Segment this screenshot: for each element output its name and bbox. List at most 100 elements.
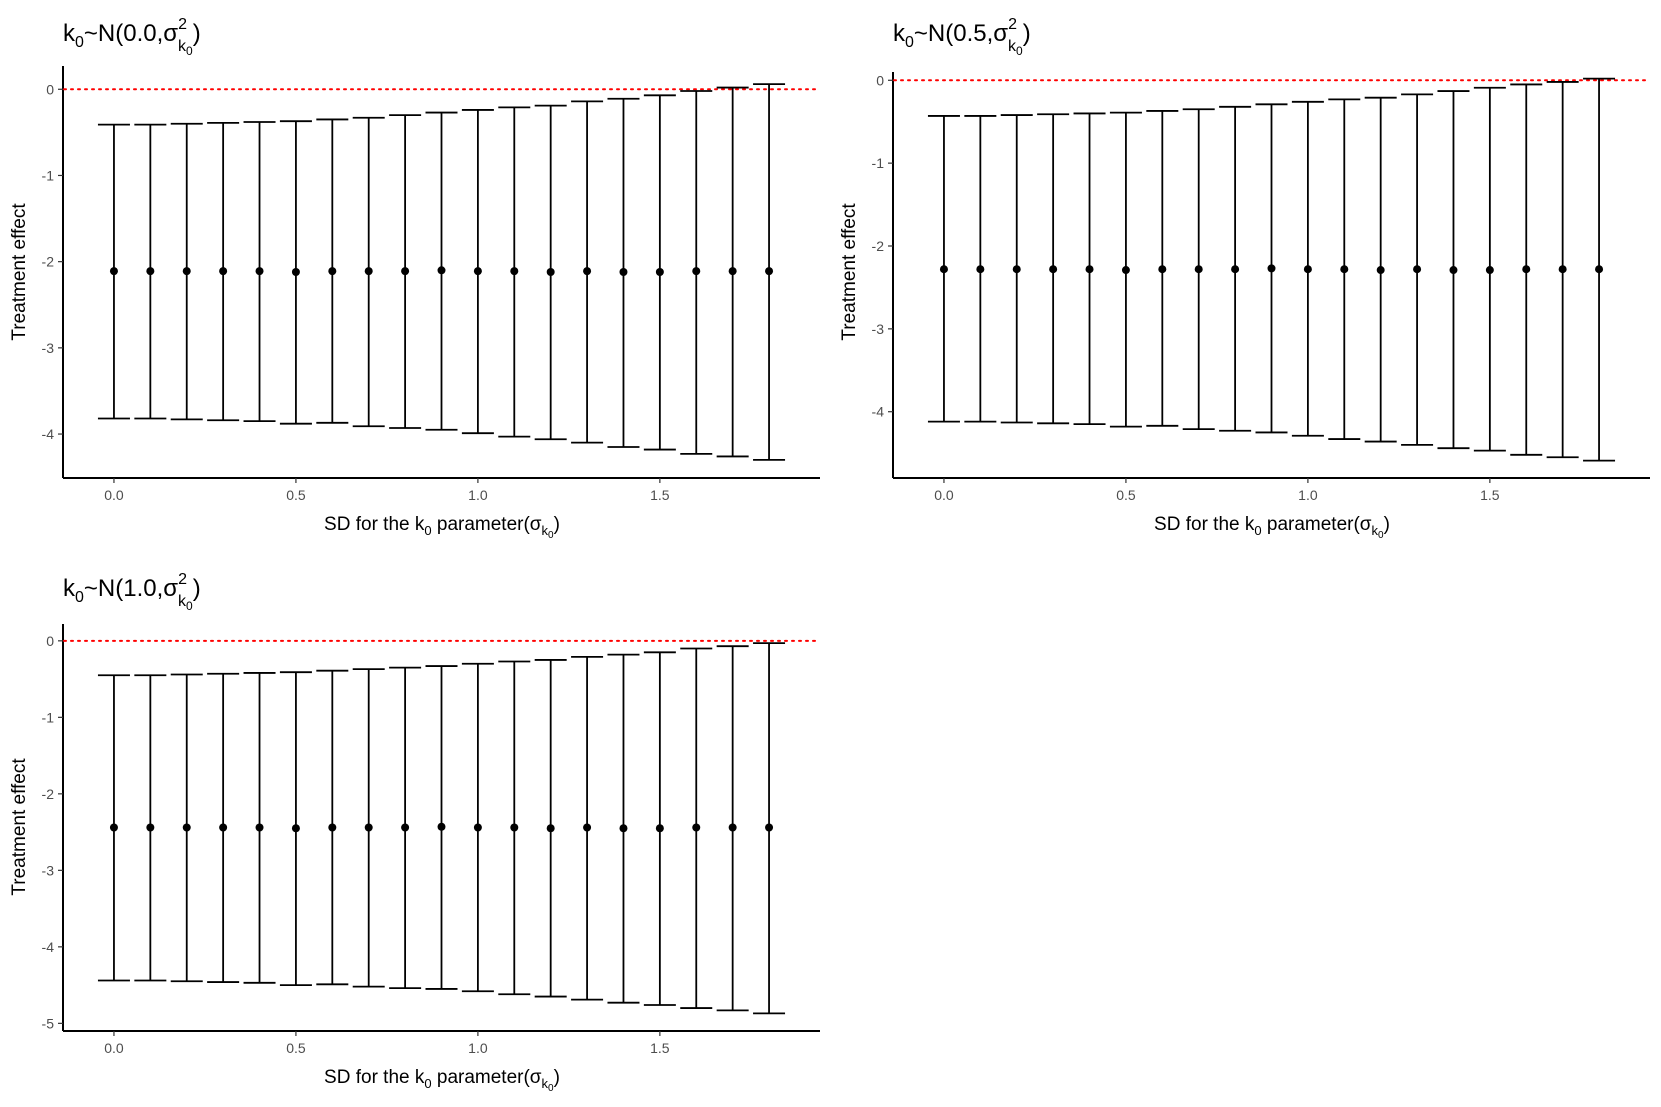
panel-3-y-tick-label: -3 [42, 862, 55, 878]
panel-3-x-tick-label: 1.0 [468, 1040, 488, 1056]
panel-3-estimate-point [328, 823, 337, 832]
panel-2-estimate-point [1267, 264, 1276, 273]
panel-2-estimate-point [1049, 265, 1058, 274]
panel-3-estimate-point [146, 823, 155, 832]
panel-2-x-tick-label: 1.5 [1480, 487, 1500, 503]
panel-1-title: k0~N(0.0,σ2 k0) [63, 16, 201, 58]
panel-1-x-tick-label: 0.5 [286, 487, 306, 503]
panel-1-plot: 0 -1 -2 -3 -4 0.0 0.5 1.0 1.5 [42, 66, 821, 503]
panel-1-y-tick-label: 0 [46, 81, 54, 97]
panel-2-estimate-point [1303, 265, 1312, 274]
panel-2-estimate-point [939, 265, 948, 274]
panel-1-estimate-point [291, 268, 300, 276]
panel-1-estimate-point [437, 266, 446, 275]
panel-3-estimate-point [765, 823, 774, 832]
panel-1-estimate-point [583, 267, 592, 276]
panel-2-y-tick-label: 0 [876, 72, 884, 88]
panel-3-y-tick-label: -2 [42, 786, 55, 802]
panel-1-estimate-point [328, 267, 337, 276]
panel-2-x-axis-title: SD for the k0 parameter(σk0) [1154, 514, 1390, 541]
panel-2-y-tick-label: -4 [872, 404, 885, 420]
panel-1-estimate-point [692, 267, 701, 276]
panel-2-plot: 0 -1 -2 -3 -4 0.0 0.5 1.0 1.5 [872, 72, 1651, 503]
panel-3-estimate-point [583, 823, 592, 832]
panel-2-estimate-point [1376, 266, 1385, 275]
panel-2-estimate-point [1485, 266, 1494, 275]
panel-1-estimate-point [401, 267, 410, 276]
panel-2-y-tick-label: -1 [872, 155, 885, 171]
panel-2-estimate-point [1231, 265, 1240, 274]
panel-2-estimate-point [1558, 265, 1567, 274]
panel-3-estimate-point [255, 823, 264, 832]
panel-1-y-tick-label: -4 [42, 426, 55, 442]
panel-3-y-tick-label: 0 [46, 633, 54, 649]
panel-3-y-axis-title: Treatment effect [9, 758, 30, 896]
panel-1-estimate-point [728, 267, 737, 276]
panel-2-estimate-point [1595, 265, 1604, 274]
panel-3-estimate-point [109, 823, 118, 832]
panel-2-x-tick-label: 1.0 [1298, 487, 1318, 503]
panel-2-estimate-point [1085, 265, 1094, 274]
panel-1-y-tick-label: -2 [42, 254, 55, 270]
panel-1-estimate-point [255, 267, 264, 276]
panel-2-title: k0~N(0.5,σ2 k0) [893, 16, 1031, 58]
panel-2-estimate-point [976, 265, 985, 274]
panel-3-estimate-point [692, 823, 701, 832]
panel-1-estimate-point [765, 267, 774, 276]
panel-3-estimate-point [728, 823, 737, 832]
panel-3-estimate-point [219, 823, 228, 832]
panel-3-estimate-point [437, 822, 446, 831]
panel-3-estimate-point [473, 823, 482, 832]
panel-2-estimate-point [1522, 265, 1531, 274]
panel-1-y-tick-label: -3 [42, 340, 55, 356]
panel-2-estimate-point [1121, 266, 1130, 275]
panel-1-x-tick-label: 1.5 [650, 487, 670, 503]
panel-2-estimate-point [1340, 265, 1349, 274]
panel-3-estimate-point [182, 823, 191, 832]
panel-1-x-tick-label: 1.0 [468, 487, 488, 503]
panel-1-estimate-point [219, 267, 228, 276]
panel-2-estimate-point [1194, 265, 1203, 274]
panel-1-x-axis-title: SD for the k0 parameter(σk0) [324, 514, 560, 541]
panel-2-estimate-point [1012, 265, 1021, 274]
panel-3-estimate-point [291, 824, 300, 833]
panel-3-estimate-point [546, 824, 555, 833]
panel-1-y-axis-title: Treatment effect [9, 203, 30, 341]
panel-2-x-tick-label: 0.5 [1116, 487, 1136, 503]
panel-3-estimate-point [364, 823, 373, 832]
panel-3-estimate-point [401, 823, 410, 832]
panel-3-x-axis-title: SD for the k0 parameter(σk0) [324, 1067, 560, 1094]
panel-1-estimate-point [364, 267, 373, 276]
panel-3-x-tick-label: 0.5 [286, 1040, 306, 1056]
panel-1-x-tick-label: 0.0 [104, 487, 124, 503]
panel-1-estimate-point [182, 267, 191, 276]
panel-2-estimate-point [1158, 265, 1167, 274]
panel-1-estimate-point [109, 267, 118, 276]
panel-1-estimate-point [473, 267, 482, 276]
panel-3-x-tick-label: 0.0 [104, 1040, 124, 1056]
panel-3-x-tick-label: 1.5 [650, 1040, 670, 1056]
panel-1-estimate-point [146, 267, 155, 276]
panel-3: k0~N(1.0,σ2 k0) 0 -1 -2 -3 -4 -5 0.0 0.5 1.0 1.5 T… [9, 571, 821, 1094]
panel-2-estimate-point [1449, 266, 1458, 275]
panel-2-y-tick-label: -2 [872, 238, 885, 254]
panel-3-plot: 0 -1 -2 -3 -4 -5 0.0 0.5 1.0 1.5 [42, 624, 821, 1056]
panel-3-y-tick-label: -4 [42, 939, 55, 955]
panel-1-estimate-point [619, 268, 628, 276]
panel-1: k0~N(0.0,σ2 k0) 0 -1 -2 -3 -4 0.0 0.5 1.0 1.5 Tre… [9, 16, 821, 541]
panel-3-title: k0~N(1.0,σ2 k0) [63, 571, 201, 613]
panel-3-estimate-point [655, 824, 664, 833]
panel-3-estimate-point [510, 823, 519, 832]
panel-3-estimate-point [619, 824, 628, 833]
panel-1-y-tick-label: -1 [42, 167, 55, 183]
panel-1-estimate-point [546, 268, 555, 276]
panel-2-estimate-point [1413, 265, 1422, 274]
panel-1-estimate-point [510, 267, 519, 276]
panel-2-x-tick-label: 0.0 [934, 487, 954, 503]
panel-2-y-tick-label: -3 [872, 321, 885, 337]
panel-2-y-axis-title: Treatment effect [839, 203, 860, 341]
panel-2: k0~N(0.5,σ2 k0) 0 -1 -2 -3 -4 0.0 0.5 1.0 1.5 Tre… [839, 16, 1651, 541]
panel-1-estimate-point [655, 268, 664, 276]
panel-3-y-tick-label: -5 [42, 1015, 55, 1031]
